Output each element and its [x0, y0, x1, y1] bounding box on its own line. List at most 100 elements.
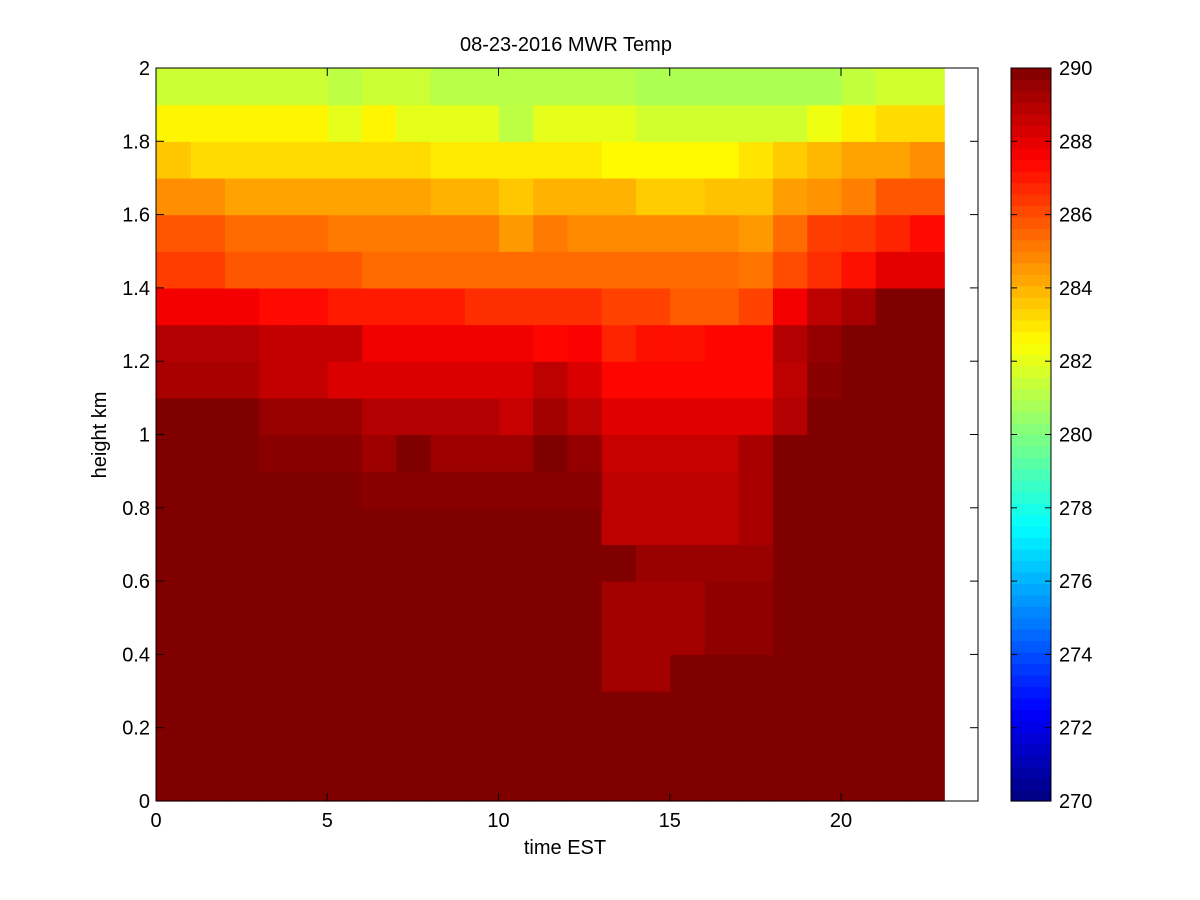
heatmap-cell	[910, 544, 945, 582]
heatmap-cell	[362, 104, 397, 142]
heatmap-cell	[259, 177, 295, 216]
heatmap-cell	[841, 544, 877, 582]
heatmap-cell	[533, 691, 569, 729]
heatmap-cell	[910, 617, 945, 655]
heatmap-cell	[910, 654, 945, 692]
heatmap-cell	[773, 691, 808, 729]
colorbar-segment	[1011, 617, 1051, 630]
heatmap-cell	[293, 361, 329, 399]
heatmap-cell	[567, 324, 603, 362]
colorbar-segment	[1011, 171, 1051, 184]
colorbar-tick-label: 276	[1059, 571, 1092, 593]
heatmap-cell	[807, 691, 843, 729]
heatmap-cell	[362, 654, 397, 692]
heatmap-cell	[875, 507, 911, 546]
heatmap-cell	[327, 434, 363, 472]
heatmap-cell	[773, 544, 808, 582]
heatmap-cell	[704, 691, 740, 729]
colorbar-tick-label: 274	[1059, 644, 1092, 666]
heatmap-cell	[738, 434, 774, 472]
heatmap-cell	[601, 764, 637, 802]
heatmap-cell	[567, 68, 603, 106]
heatmap-cell	[738, 214, 774, 252]
heatmap-cell	[259, 397, 295, 436]
heatmap-cell	[464, 287, 500, 326]
heatmap-cell	[396, 287, 432, 326]
heatmap-cell	[533, 104, 569, 142]
heatmap-cell	[464, 251, 500, 289]
heatmap-cell	[430, 617, 466, 655]
heatmap-cell	[533, 361, 569, 399]
heatmap-cell	[362, 544, 397, 582]
colorbar-segment	[1011, 182, 1051, 195]
heatmap-cell	[807, 581, 843, 619]
heatmap-cell	[396, 544, 432, 582]
heatmap-cell	[464, 654, 500, 692]
heatmap-cell	[807, 214, 843, 252]
heatmap-cell	[636, 324, 671, 362]
heatmap-cell	[807, 104, 843, 142]
heatmap-cell	[567, 654, 603, 692]
colorbar-segment	[1011, 148, 1051, 161]
heatmap-cell	[773, 581, 808, 619]
heatmap-cell	[190, 287, 226, 326]
y-tick-label: 1	[139, 425, 150, 447]
heatmap-cell	[430, 141, 466, 179]
colorbar-segment	[1011, 79, 1051, 92]
heatmap-cell	[293, 507, 329, 546]
heatmap-cell	[670, 141, 706, 179]
heatmap-cell	[362, 214, 397, 252]
heatmap-cell	[156, 251, 192, 289]
heatmap-cell	[362, 287, 397, 326]
y-axis-label: height km	[89, 392, 111, 479]
heatmap-cell	[704, 471, 740, 509]
heatmap-cell	[841, 361, 877, 399]
heatmap-cell	[910, 507, 945, 546]
colorbar-segment	[1011, 308, 1051, 321]
heatmap-cell	[430, 324, 466, 362]
heatmap-cell	[875, 727, 911, 765]
heatmap-cell	[396, 654, 432, 692]
heatmap-cell	[601, 141, 637, 179]
heatmap-cell	[225, 177, 260, 216]
colorbar-segment	[1011, 526, 1051, 539]
heatmap-cell	[190, 104, 226, 142]
heatmap-cell	[601, 691, 637, 729]
heatmap-cell	[773, 654, 808, 692]
heatmap-cell	[464, 471, 500, 509]
y-tick-label: 1.8	[122, 131, 150, 153]
heatmap-cell	[225, 141, 260, 179]
colorbar-tick-label: 290	[1059, 58, 1092, 80]
heatmap-cell	[567, 617, 603, 655]
heatmap-cell	[841, 177, 877, 216]
heatmap-cell	[567, 214, 603, 252]
heatmap-cell	[190, 617, 226, 655]
heatmap-cell	[225, 251, 260, 289]
heatmap-cell	[190, 471, 226, 509]
heatmap-cell	[807, 287, 843, 326]
colorbar-segment	[1011, 652, 1051, 665]
heatmap-cell	[636, 544, 671, 582]
chart-title: 08-23-2016 MWR Temp	[460, 34, 672, 56]
heatmap-cell	[225, 691, 260, 729]
heatmap-cell	[773, 397, 808, 436]
colorbar-segment	[1011, 216, 1051, 229]
colorbar-tick-label: 288	[1059, 131, 1092, 153]
colorbar-segment	[1011, 125, 1051, 138]
heatmap-cell	[807, 544, 843, 582]
heatmap-cell	[704, 141, 740, 179]
heatmap-cell	[362, 507, 397, 546]
heatmap-cell	[533, 397, 569, 436]
heatmap-cell	[841, 691, 877, 729]
heatmap-cell	[464, 68, 500, 106]
heatmap-cell	[601, 434, 637, 472]
heatmap-cell	[430, 581, 466, 619]
heatmap-cell	[362, 691, 397, 729]
heatmap-cell	[259, 471, 295, 509]
heatmap-cell	[362, 617, 397, 655]
heatmap-cell	[499, 434, 534, 472]
heatmap-cell	[841, 287, 877, 326]
colorbar-segment	[1011, 445, 1051, 458]
colorbar-segment	[1011, 251, 1051, 264]
colorbar-segment	[1011, 365, 1051, 378]
